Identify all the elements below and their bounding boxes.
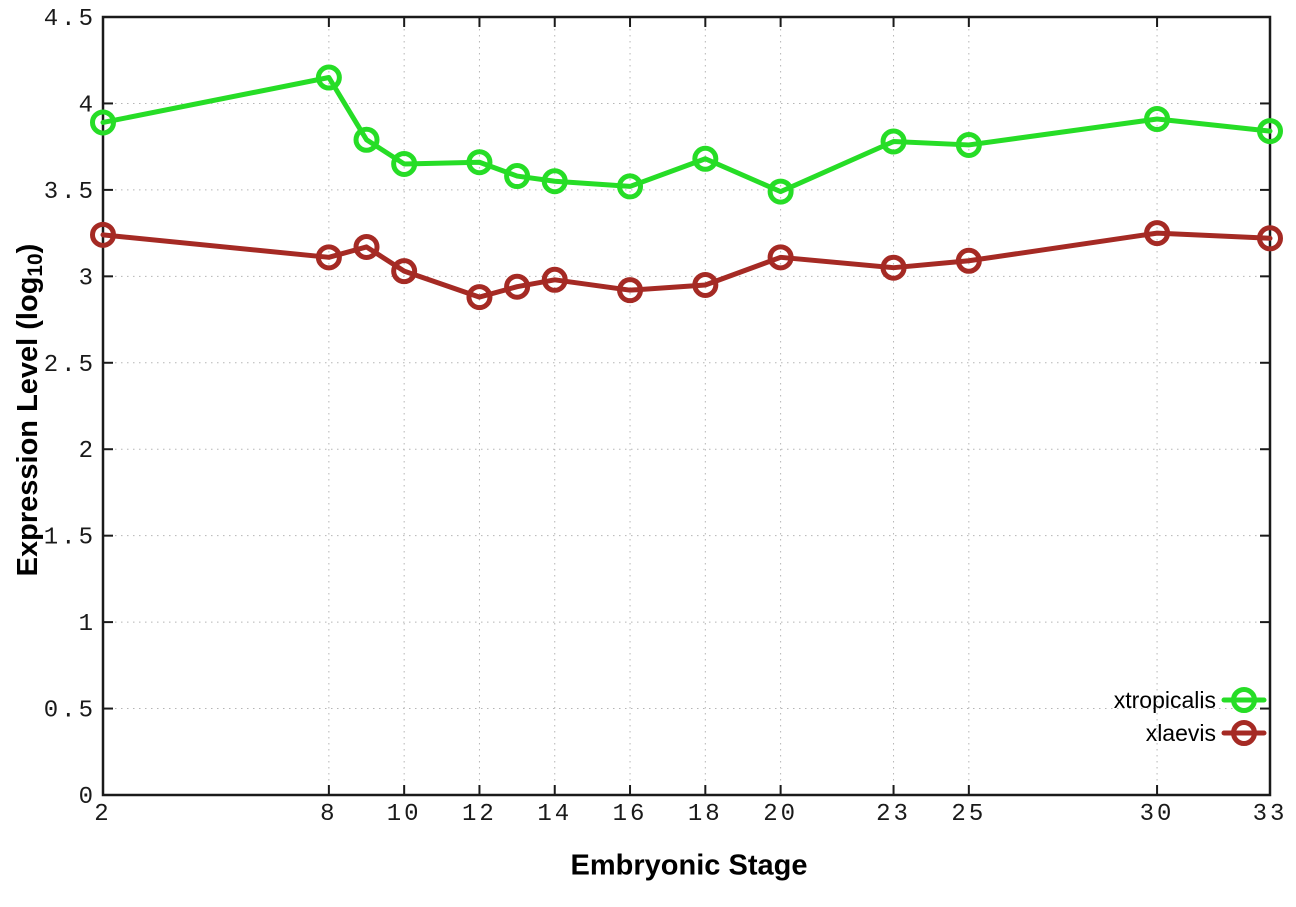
data-point-xlaevis <box>315 244 342 271</box>
y-tick-label: 1.5 <box>44 525 96 552</box>
data-point-xlaevis <box>391 258 418 285</box>
x-tick-label: 2 <box>94 801 111 828</box>
data-point-xlaevis <box>880 254 907 281</box>
x-tick-label: 18 <box>688 801 723 828</box>
series-line-xlaevis <box>100 230 1273 300</box>
x-axis-title: Embryonic Stage <box>570 849 808 882</box>
x-tick-label: 8 <box>320 801 337 828</box>
x-tick-label: 14 <box>537 801 572 828</box>
legend-label-xtropicalis: xtropicalis <box>1114 687 1216 713</box>
y-tick-label: 4 <box>79 92 96 119</box>
legend-sample-marker-xtropicalis <box>1231 687 1257 713</box>
data-point-xtropicalis <box>767 178 794 205</box>
data-point-xtropicalis <box>504 163 531 190</box>
data-point-xtropicalis <box>466 149 493 176</box>
data-point-xtropicalis <box>955 131 982 158</box>
data-point-xtropicalis <box>391 150 418 177</box>
legend-label-xlaevis: xlaevis <box>1146 720 1216 746</box>
y-axis-title: Expression Level (log10) <box>12 244 48 577</box>
x-tick-label: 30 <box>1140 801 1175 828</box>
x-tick-label: 25 <box>951 801 986 828</box>
data-point-xtropicalis <box>541 168 568 195</box>
data-point-xlaevis <box>466 284 493 311</box>
data-point-xlaevis <box>1144 220 1171 247</box>
y-tick-label: 3.5 <box>44 179 96 206</box>
y-axis-title-close: ) <box>11 243 44 254</box>
y-tick-label: 2 <box>79 438 96 465</box>
data-point-xlaevis <box>955 247 982 274</box>
x-tick-label: 12 <box>462 801 497 828</box>
x-tick-label: 33 <box>1253 801 1288 828</box>
series-line-xtropicalis <box>100 75 1273 195</box>
data-point-xlaevis <box>767 244 794 271</box>
data-point-xlaevis <box>692 271 719 298</box>
data-point-xtropicalis <box>617 173 644 200</box>
data-point-xtropicalis <box>353 126 380 153</box>
x-tick-label: 20 <box>763 801 798 828</box>
x-tick-label: 16 <box>613 801 648 828</box>
plot-border <box>101 15 1272 797</box>
y-axis-title-subscript: 10 <box>24 253 48 277</box>
data-point-xlaevis <box>353 233 380 260</box>
data-point-xtropicalis <box>880 128 907 155</box>
y-tick-label: 0.5 <box>44 698 96 725</box>
data-point-xtropicalis <box>692 145 719 172</box>
x-tick-label: 10 <box>387 801 422 828</box>
y-tick-label: 4.5 <box>44 6 96 33</box>
y-tick-label: 1 <box>79 611 96 638</box>
data-point-xlaevis <box>504 273 531 300</box>
data-point-xtropicalis <box>1144 106 1171 133</box>
data-point-xtropicalis <box>90 109 116 136</box>
data-point-xlaevis <box>617 277 644 304</box>
x-tick-label: 23 <box>876 801 911 828</box>
y-axis-title-text: Expression Level (log <box>11 276 44 577</box>
data-point-xtropicalis <box>315 64 342 91</box>
y-tick-label: 3 <box>79 265 96 292</box>
data-point-xlaevis <box>541 266 568 293</box>
data-point-xlaevis <box>1257 225 1283 252</box>
y-tick-label: 2.5 <box>44 352 96 379</box>
data-point-xtropicalis <box>1257 118 1283 145</box>
y-tick-label: 0 <box>79 784 96 811</box>
data-point-xlaevis <box>90 221 116 248</box>
legend-sample-marker-xlaevis <box>1231 720 1257 746</box>
